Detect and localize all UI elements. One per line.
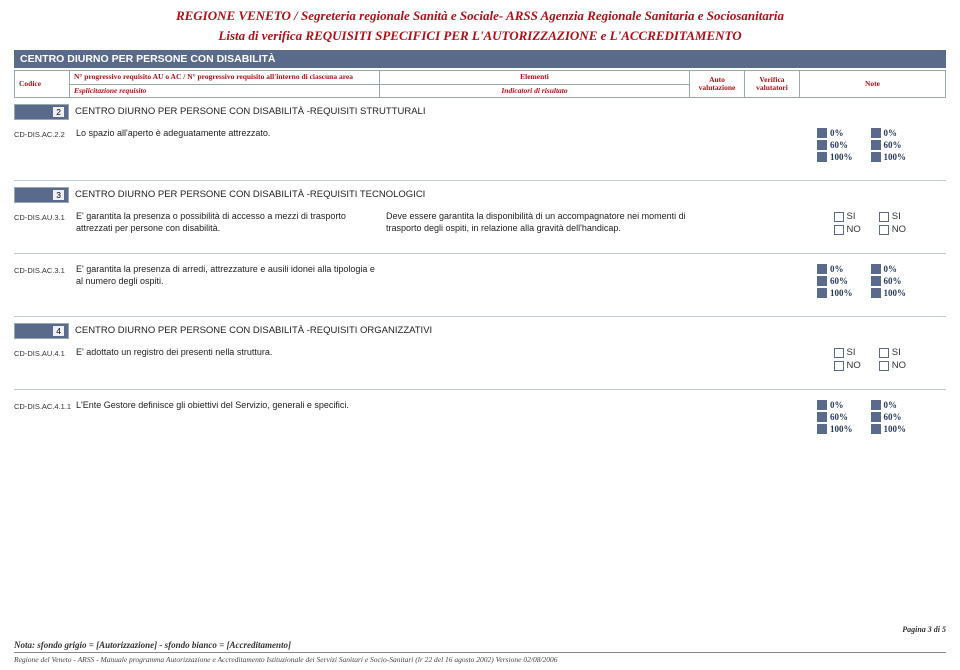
header-band: CENTRO DIURNO PER PERSONE CON DISABILITÀ — [14, 50, 946, 68]
section-num: 3 — [53, 190, 64, 200]
item-desc: L'Ente Gestore definisce gli obiettivi d… — [76, 400, 386, 412]
checkbox-icon[interactable] — [871, 128, 881, 138]
item-desc: E' garantita la presenza di arredi, attr… — [76, 264, 386, 287]
checkbox-icon[interactable] — [871, 412, 881, 422]
item-code: CD-DIS.AC.3.1 — [14, 264, 76, 275]
checkbox-icon[interactable] — [817, 424, 827, 434]
checkbox-icon[interactable] — [871, 152, 881, 162]
item-code: CD-DIS.AC.2.2 — [14, 128, 76, 139]
col-verifica: Verifica valutatori — [745, 71, 800, 98]
checkbox-icon[interactable] — [817, 152, 827, 162]
verifica-col: 0% 60% 100% — [871, 400, 907, 434]
col-auto: Auto valutazione — [690, 71, 745, 98]
divider — [14, 253, 946, 254]
checkbox-icon[interactable] — [817, 264, 827, 274]
checkbox-icon[interactable] — [817, 276, 827, 286]
checkbox-icon[interactable] — [834, 225, 844, 235]
section-title: CENTRO DIURNO PER PERSONE CON DISABILITÀ… — [69, 104, 946, 120]
item-row: CD-DIS.AC.4.1.1 L'Ente Gestore definisce… — [14, 396, 946, 446]
header-line1: REGIONE VENETO / Segreteria regionale Sa… — [14, 8, 946, 24]
col-progressivo: N° progressivo requisito AU o AC / N° pr… — [70, 71, 380, 85]
column-header-table: Codice N° progressivo requisito AU o AC … — [14, 70, 946, 98]
section-row-4: 4 CENTRO DIURNO PER PERSONE CON DISABILI… — [14, 323, 946, 339]
footer-note: Nota: sfondo grigio = [Autorizzazione] -… — [14, 640, 946, 653]
checkbox-icon[interactable] — [834, 348, 844, 358]
item-row: CD-DIS.AC.3.1 E' garantita la presenza d… — [14, 260, 946, 310]
item-row: CD-DIS.AU.4.1 E' adottato un registro de… — [14, 343, 946, 383]
checkbox-icon[interactable] — [871, 288, 881, 298]
section-title: CENTRO DIURNO PER PERSONE CON DISABILITÀ… — [69, 323, 946, 339]
auto-col: SI NO — [834, 347, 861, 371]
header-line2: Lista di verifica REQUISITI SPECIFICI PE… — [14, 28, 946, 44]
checkbox-icon[interactable] — [834, 212, 844, 222]
item-row: CD-DIS.AU.3.1 E' garantita la presenza o… — [14, 207, 946, 247]
col-indicatori: Indicatori di risultato — [380, 84, 690, 98]
section-num: 2 — [53, 107, 64, 117]
auto-col: SI NO — [834, 211, 861, 235]
verifica-col: SI NO — [879, 347, 906, 371]
footer-line: Regione del Veneto - ARSS - Manuale prog… — [14, 655, 946, 664]
auto-col: 0% 60% 100% — [817, 400, 853, 434]
checkbox-icon[interactable] — [871, 264, 881, 274]
checkbox-icon[interactable] — [879, 361, 889, 371]
checkbox-icon[interactable] — [871, 424, 881, 434]
item-code: CD-DIS.AU.4.1 — [14, 347, 76, 358]
col-codice: Codice — [15, 71, 70, 98]
page-number: Pagina 3 di 5 — [14, 625, 946, 634]
verifica-col: 0% 60% 100% — [871, 264, 907, 298]
item-elem: Deve essere garantita la disponibilità d… — [386, 211, 696, 234]
verifica-col: SI NO — [879, 211, 906, 235]
checkbox-icon[interactable] — [817, 128, 827, 138]
divider — [14, 389, 946, 390]
col-elementi: Elementi — [380, 71, 690, 85]
col-note: Note — [800, 71, 946, 98]
checkbox-icon[interactable] — [871, 400, 881, 410]
checkbox-icon[interactable] — [817, 412, 827, 422]
verifica-col: 0% 60% 100% — [871, 128, 907, 162]
checkbox-icon[interactable] — [871, 140, 881, 150]
item-row: CD-DIS.AC.2.2 Lo spazio all'aperto è ade… — [14, 124, 946, 174]
item-desc: E' garantita la presenza o possibilità d… — [76, 211, 386, 234]
col-esplicitazione: Esplicitazione requisito — [70, 84, 380, 98]
auto-col: 0% 60% 100% — [817, 128, 853, 162]
checkbox-icon[interactable] — [817, 288, 827, 298]
checkbox-icon[interactable] — [879, 212, 889, 222]
section-title: CENTRO DIURNO PER PERSONE CON DISABILITÀ… — [69, 187, 946, 203]
checkbox-icon[interactable] — [879, 348, 889, 358]
divider — [14, 316, 946, 317]
item-code: CD-DIS.AU.3.1 — [14, 211, 76, 222]
divider — [14, 180, 946, 181]
section-num: 4 — [53, 326, 64, 336]
checkbox-icon[interactable] — [871, 276, 881, 286]
checkbox-icon[interactable] — [879, 225, 889, 235]
checkbox-icon[interactable] — [817, 400, 827, 410]
item-desc: Lo spazio all'aperto è adeguatamente att… — [76, 128, 386, 140]
checkbox-icon[interactable] — [817, 140, 827, 150]
item-desc: E' adottato un registro dei presenti nel… — [76, 347, 386, 359]
checkbox-icon[interactable] — [834, 361, 844, 371]
section-row-3: 3 CENTRO DIURNO PER PERSONE CON DISABILI… — [14, 187, 946, 203]
item-code: CD-DIS.AC.4.1.1 — [14, 400, 76, 411]
auto-col: 0% 60% 100% — [817, 264, 853, 298]
section-row-2: 2 CENTRO DIURNO PER PERSONE CON DISABILI… — [14, 104, 946, 120]
